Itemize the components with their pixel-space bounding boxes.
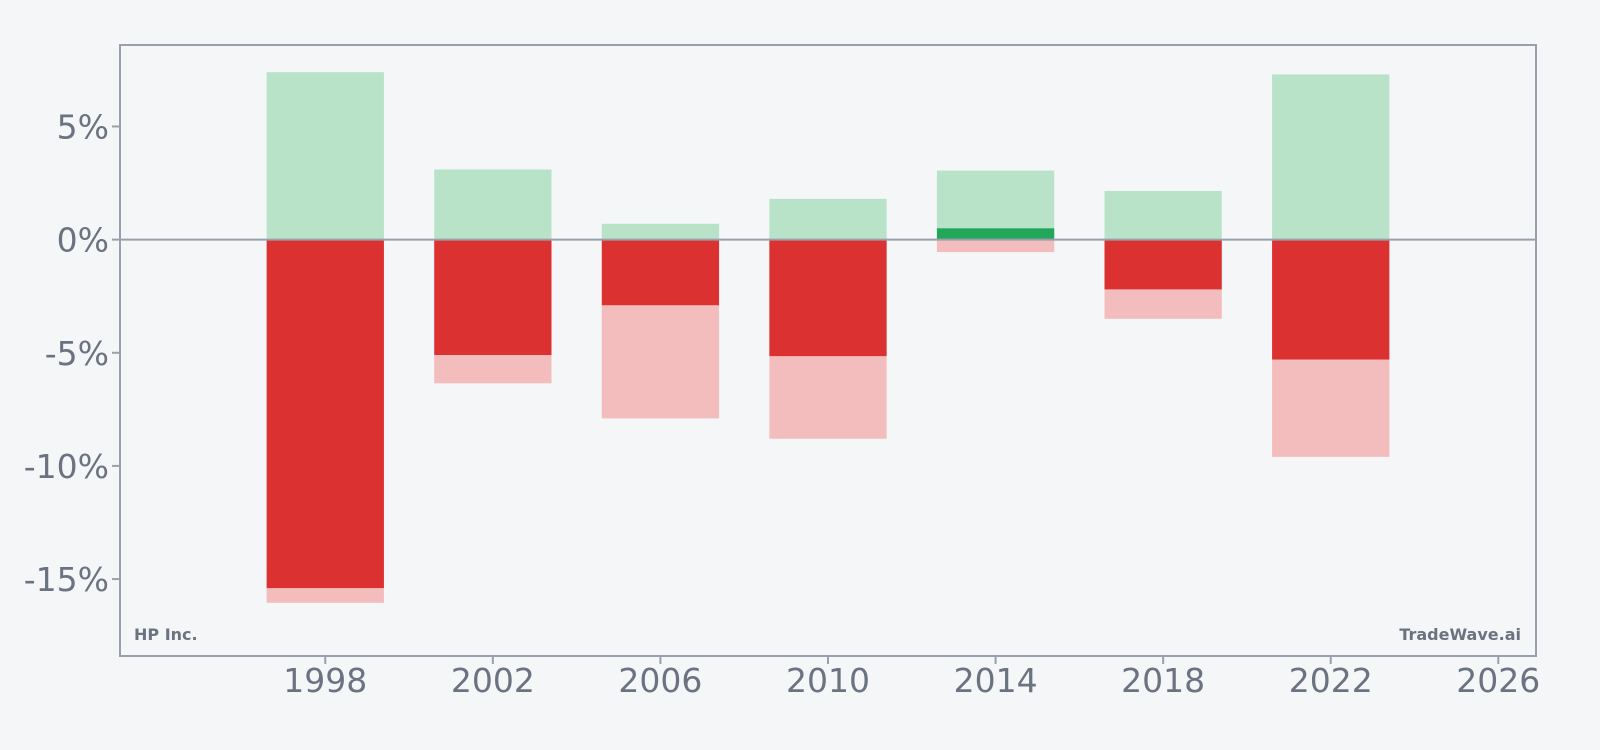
bar-upper-range-2002 bbox=[434, 169, 552, 240]
bar-negative-value-2006 bbox=[601, 239, 720, 306]
bar-upper-range-2014 bbox=[936, 170, 1055, 240]
y-tick-label-5: 5% bbox=[57, 107, 109, 146]
bar-negative-value-2010 bbox=[769, 239, 887, 357]
y-tick-label--10: -10% bbox=[24, 447, 109, 486]
y-tick-label--15: -15% bbox=[24, 560, 109, 599]
bar-lower-range-2010 bbox=[769, 356, 887, 439]
bar-lower-range-2006 bbox=[601, 305, 720, 419]
bar-negative-value-2022 bbox=[1272, 239, 1390, 360]
brand-label: TradeWave.ai bbox=[1399, 625, 1521, 644]
bar-positive-value-2014 bbox=[936, 228, 1055, 240]
bar-lower-range-1998 bbox=[266, 588, 384, 603]
x-tick-label-2002: 2002 bbox=[451, 661, 535, 700]
y-tick-label-0: 0% bbox=[57, 221, 109, 260]
x-tick-label-2014: 2014 bbox=[954, 661, 1038, 700]
bar-upper-range-2022 bbox=[1272, 74, 1390, 240]
bar-negative-value-1998 bbox=[266, 239, 384, 589]
bars-group bbox=[266, 72, 1390, 603]
y-axis: 5% 0% -5% -10% -15% bbox=[24, 107, 120, 599]
bar-lower-range-2002 bbox=[434, 355, 552, 384]
bar-negative-value-2002 bbox=[434, 239, 552, 356]
x-tick-label-2006: 2006 bbox=[618, 661, 702, 700]
company-label: HP Inc. bbox=[134, 625, 198, 644]
bar-upper-range-2010 bbox=[769, 198, 887, 240]
x-tick-label-2018: 2018 bbox=[1121, 661, 1205, 700]
x-tick-label-2010: 2010 bbox=[786, 661, 870, 700]
bar-upper-range-2018 bbox=[1104, 190, 1222, 240]
bar-lower-range-2022 bbox=[1272, 359, 1390, 457]
y-tick-label--5: -5% bbox=[45, 334, 109, 373]
bar-upper-range-1998 bbox=[266, 72, 384, 240]
bar-negative-value-2018 bbox=[1104, 239, 1222, 290]
bar-lower-range-2018 bbox=[1104, 289, 1222, 319]
x-tick-label-2022: 2022 bbox=[1289, 661, 1373, 700]
x-tick-label-1998: 1998 bbox=[283, 661, 367, 700]
x-tick-label-2026: 2026 bbox=[1456, 661, 1540, 700]
bar-upper-range-2006 bbox=[601, 223, 720, 240]
x-axis: 1998 2002 2006 2010 2014 2018 2022 2026 bbox=[283, 656, 1540, 700]
bar-lower-range-2014 bbox=[936, 239, 1055, 253]
